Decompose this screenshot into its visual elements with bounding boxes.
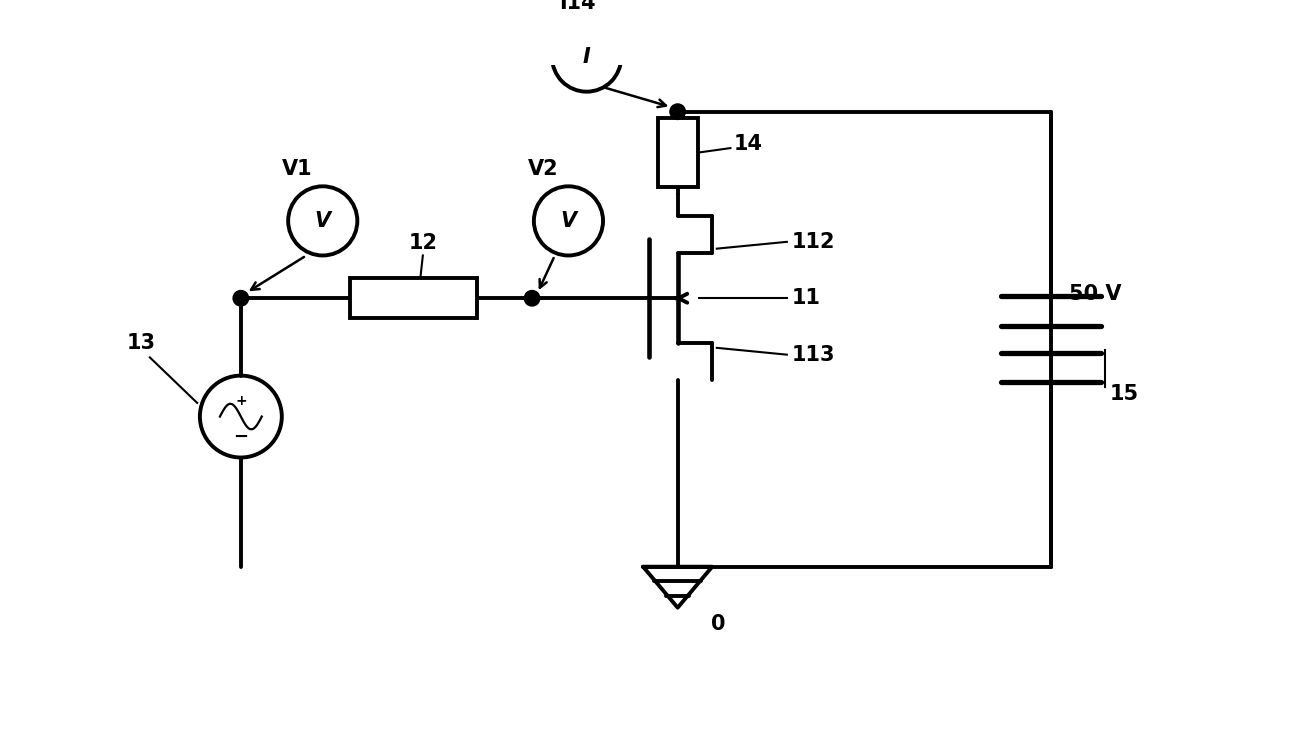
Text: 13: 13 (127, 333, 156, 353)
Text: 0: 0 (712, 614, 726, 634)
Text: −: − (233, 428, 249, 445)
Text: 14: 14 (734, 133, 763, 153)
Text: 113: 113 (791, 345, 835, 365)
Text: V2: V2 (527, 159, 559, 179)
Text: +: + (235, 394, 247, 408)
Circle shape (525, 290, 540, 306)
Text: 50 V: 50 V (1069, 284, 1121, 304)
Text: 12: 12 (408, 233, 437, 253)
Text: V: V (560, 211, 577, 231)
Text: 11: 11 (791, 288, 820, 308)
Text: 15: 15 (1110, 384, 1139, 404)
Text: V1: V1 (281, 159, 313, 179)
Bar (351, 278, 477, 319)
Bar (658, 118, 697, 187)
Text: I: I (583, 47, 590, 67)
Text: I14: I14 (560, 0, 596, 13)
Text: 112: 112 (791, 232, 835, 252)
Text: V: V (315, 211, 331, 231)
Circle shape (670, 104, 685, 119)
Circle shape (233, 290, 249, 306)
